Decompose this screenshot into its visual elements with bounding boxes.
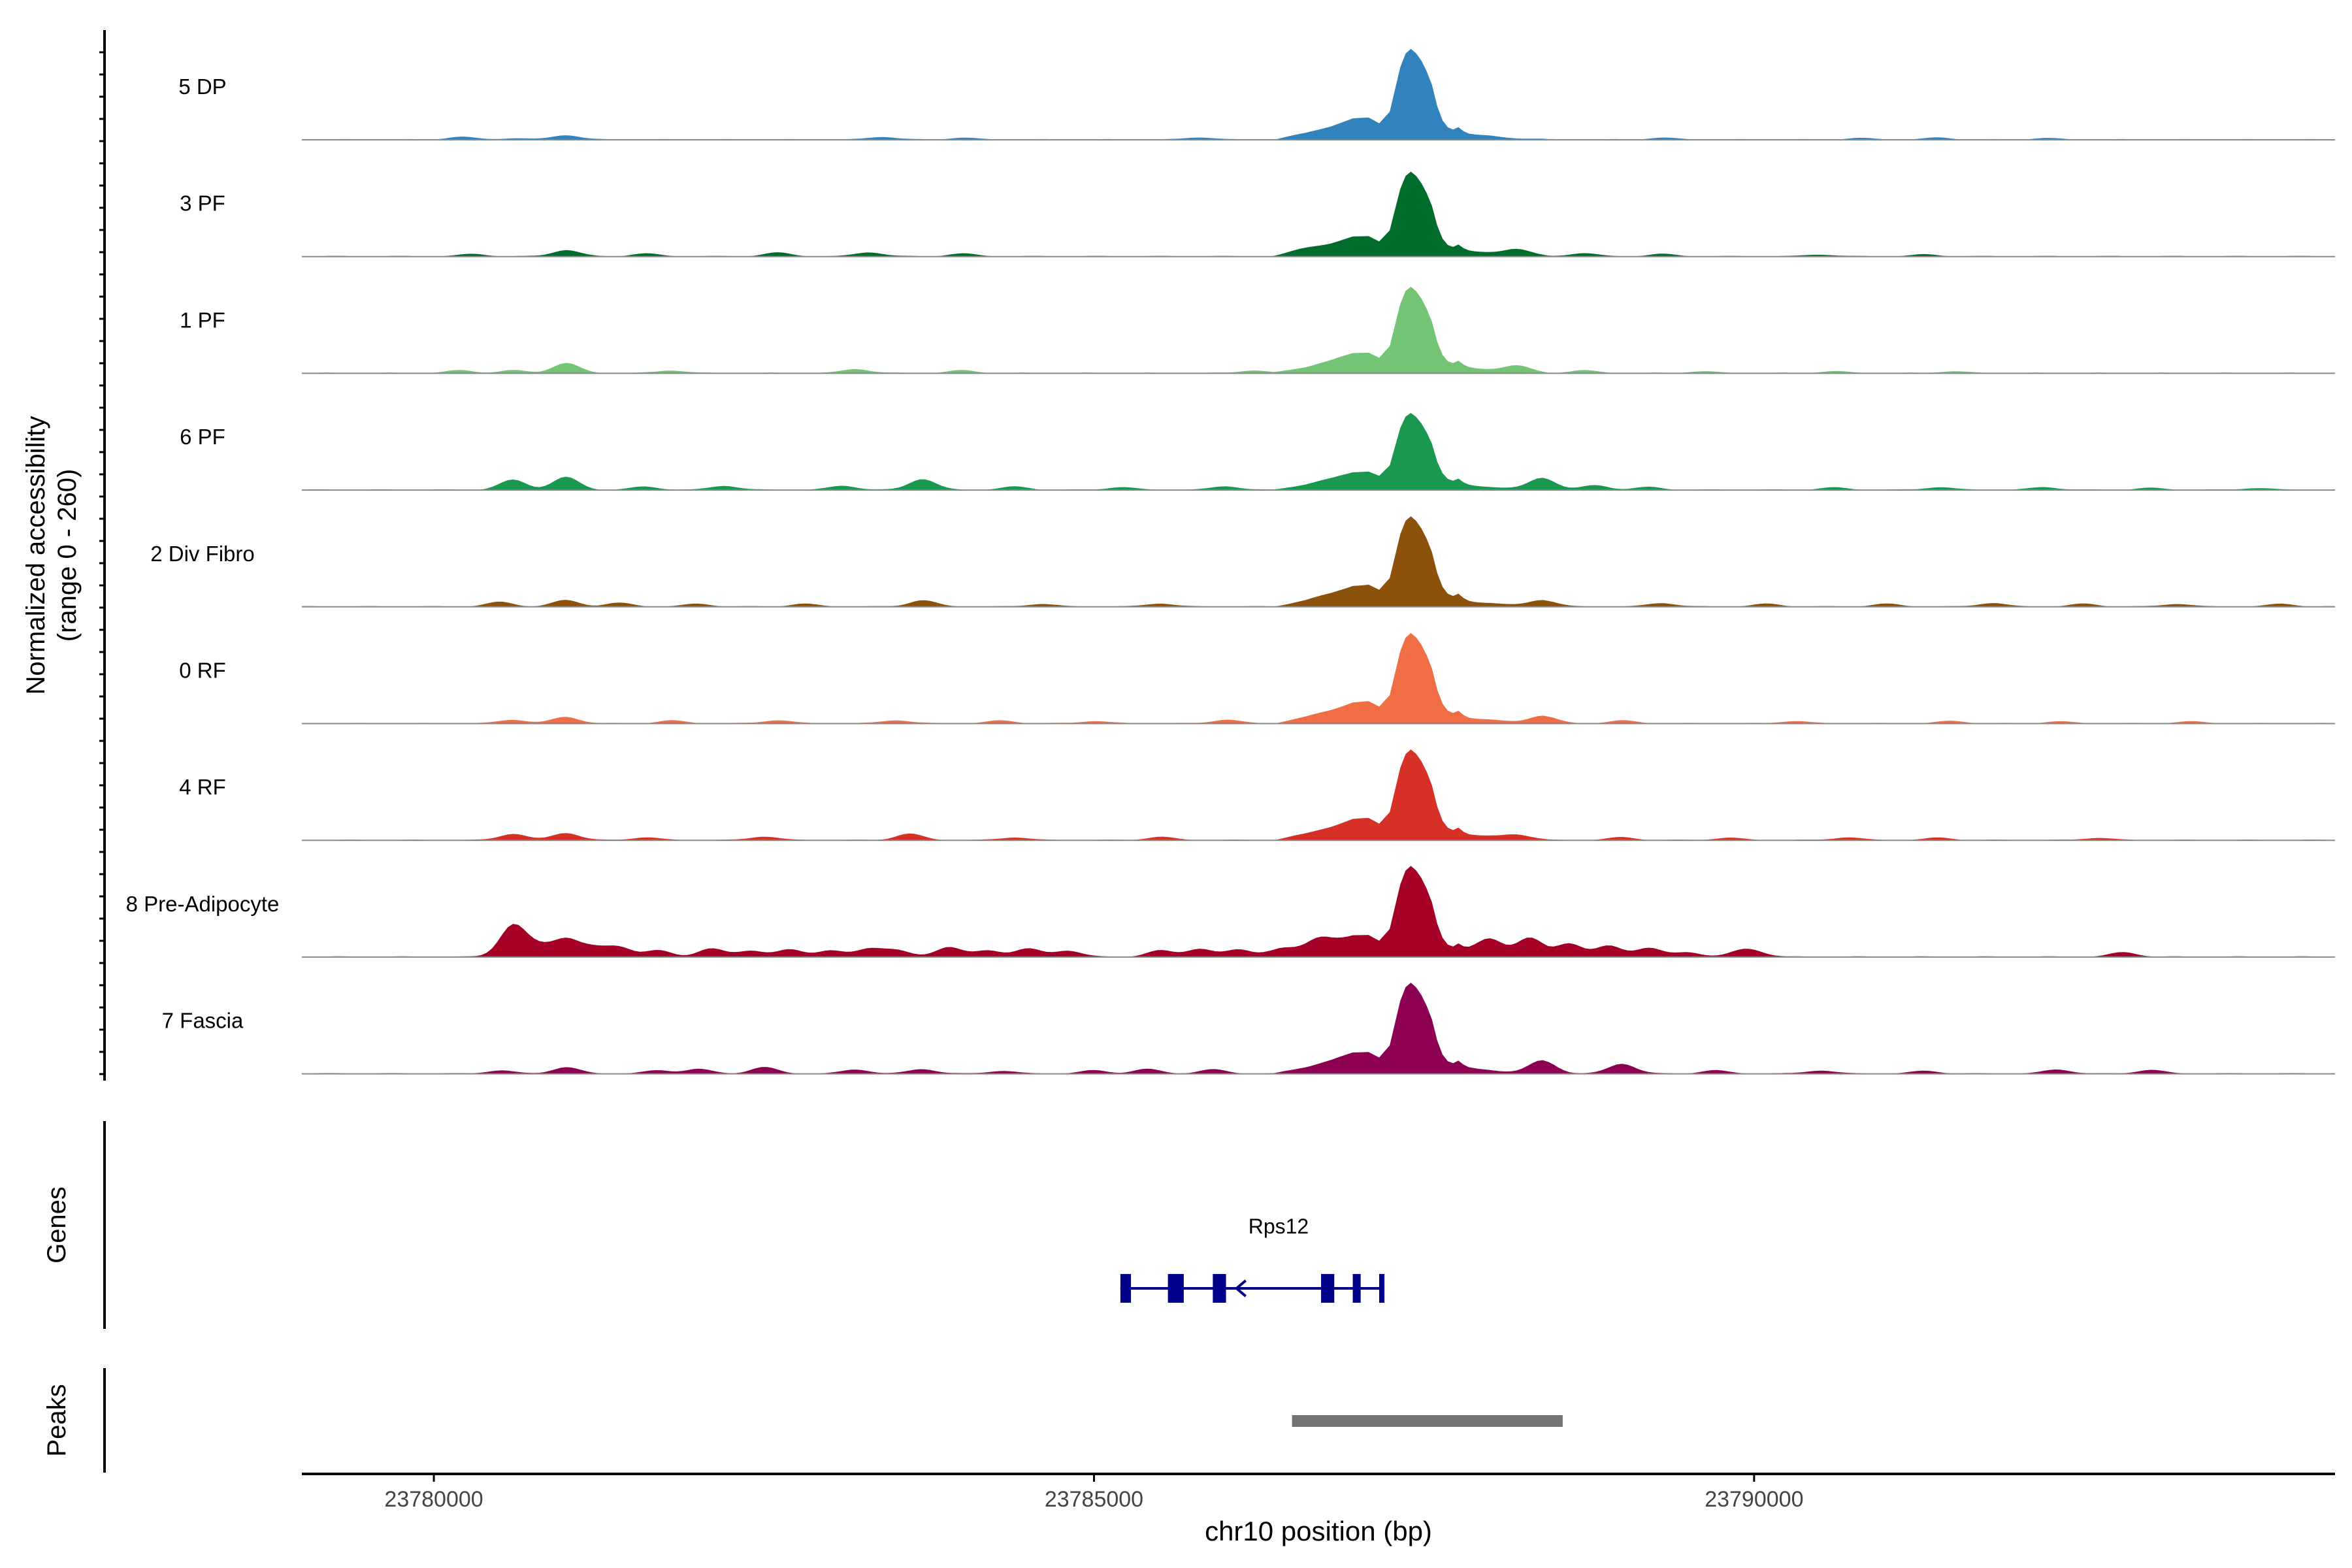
x-axis-label: chr10 position (bp) [1205,1516,1432,1546]
track-5-dp: 5 DP [178,48,2335,140]
coverage-area [302,171,2335,257]
gene-exon [1120,1274,1132,1303]
track-1-pf: 1 PF [180,286,2335,374]
track-label: 6 PF [180,425,225,449]
coverage-area [302,413,2335,491]
coverage-area [302,983,2335,1074]
track-0-rf: 0 RF [179,632,2335,725]
coverage-tracks: 5 DP 3 PF 1 PF 6 PF 2 Div Fibro 0 RF 4 RF 8 Pre… [126,48,2335,1075]
track-4-rf: 4 RF [179,749,2335,841]
genes-track-label: Genes [42,1186,71,1264]
gene-track: Rps12 [1120,1215,1385,1303]
peak-track [1292,1415,1563,1427]
track-label: 8 Pre-Adipocyte [126,892,280,916]
track-label: 4 RF [179,775,226,799]
coverage-area [302,286,2335,374]
x-tick-label: 23785000 [1045,1487,1143,1512]
track-3-pf: 3 PF [180,171,2335,257]
gene-exon [1213,1274,1226,1303]
coverage-area [302,749,2335,841]
strand-arrow-icon [1234,1279,1247,1298]
track-label: 0 RF [179,659,226,683]
coverage-y-ticks [99,51,105,1075]
coverage-area [302,866,2335,957]
x-axis-ticks: 23780000 23785000 23790000 [384,1474,1803,1512]
track-label: 3 PF [180,191,225,216]
track-label: 1 PF [180,308,225,332]
gene-exon [1321,1274,1335,1303]
coverage-area [302,632,2335,724]
coverage-area [302,48,2335,140]
gene-name-label: Rps12 [1249,1215,1309,1238]
track-label: 2 Div Fibro [150,542,255,566]
gene-exon [1168,1274,1184,1303]
peaks-track-label: Peaks [42,1384,71,1456]
track-label: 7 Fascia [162,1009,244,1033]
track-7-fascia: 7 Fascia [162,983,2335,1075]
x-tick-label: 23780000 [384,1487,483,1512]
peak-bar [1292,1415,1563,1427]
track-label: 5 DP [178,74,226,99]
coverage-area [302,516,2335,607]
track-6-pf: 6 PF [180,413,2335,491]
y-axis-label-range: (range 0 - 260) [53,469,82,642]
y-axis-label: Normalized accessibility [22,416,50,695]
x-tick-label: 23790000 [1705,1487,1803,1512]
track-2-div-fibro: 2 Div Fibro [150,516,2335,608]
gene-exon [1352,1274,1361,1303]
gene-exon [1379,1274,1385,1303]
track-8-pre-adipocyte: 8 Pre-Adipocyte [126,866,2335,958]
